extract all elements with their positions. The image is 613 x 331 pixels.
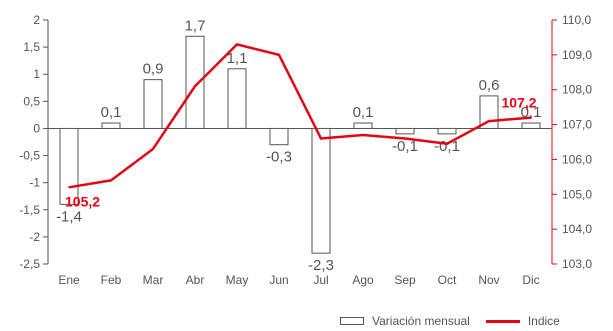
left-tick-label: 0,5 xyxy=(23,94,40,108)
line-point xyxy=(278,54,280,56)
line-end-label: 107,2 xyxy=(501,95,536,111)
x-tick-label: Dic xyxy=(522,273,539,287)
line-point xyxy=(194,85,196,88)
bar-data-label: 0,6 xyxy=(479,77,500,94)
bar-data-label: -1,4 xyxy=(56,208,82,225)
right-tick-label: 105,0 xyxy=(562,187,592,201)
x-tick-label: Mar xyxy=(143,273,164,287)
bar xyxy=(269,127,289,146)
left-tick-label: -2,5 xyxy=(19,257,40,271)
line-point xyxy=(446,142,448,145)
right-tick-label: 104,0 xyxy=(562,222,592,236)
line-point xyxy=(152,148,154,150)
legend-line-swatch xyxy=(485,319,520,323)
bar xyxy=(395,127,415,135)
bar xyxy=(227,68,247,129)
x-tick-label: Abr xyxy=(186,273,205,287)
bar xyxy=(143,79,163,129)
x-tick-label: Ago xyxy=(352,273,374,287)
legend-bar-label: Variación mensual xyxy=(372,314,470,328)
line-point xyxy=(404,137,406,140)
bar xyxy=(521,122,541,129)
legend: Variación mensual Indice xyxy=(340,313,613,329)
x-tick-label: Jul xyxy=(313,273,328,287)
x-tick-label: Oct xyxy=(438,273,457,287)
line-point xyxy=(530,116,532,119)
right-tick-label: 109,0 xyxy=(562,48,592,62)
right-tick-label: 103,0 xyxy=(562,257,592,271)
line-point xyxy=(236,43,238,46)
left-tick-label: -1 xyxy=(29,176,40,190)
left-tick-label: 1,5 xyxy=(23,40,40,54)
line-point xyxy=(110,179,112,182)
x-tick-label: Feb xyxy=(101,273,122,287)
line-point xyxy=(488,120,490,122)
right-tick-label: 110,0 xyxy=(562,13,591,27)
line-point xyxy=(320,137,322,140)
x-tick-label: May xyxy=(226,273,249,287)
left-tick-label: -0,5 xyxy=(19,149,40,163)
bar xyxy=(185,35,205,129)
bar xyxy=(437,127,457,135)
left-tick-label: 2 xyxy=(33,13,40,27)
bar-data-label: -2,3 xyxy=(308,257,334,274)
left-tick-label: 0 xyxy=(33,121,40,135)
x-tick-label: Jun xyxy=(269,273,288,287)
line-point xyxy=(68,186,70,189)
right-tick-label: 107,0 xyxy=(562,118,592,132)
bar-data-label: 0,1 xyxy=(521,104,542,121)
bar xyxy=(101,122,121,129)
line-start-label: 105,2 xyxy=(65,193,100,209)
x-tick-label: Nov xyxy=(478,273,499,287)
bar-data-label: 1,1 xyxy=(227,50,248,67)
bar-data-label: 0,1 xyxy=(101,104,122,121)
bar xyxy=(353,122,373,129)
bar-data-label: 1,7 xyxy=(185,17,206,34)
bar-data-label: -0,3 xyxy=(266,149,292,166)
bar xyxy=(311,127,331,254)
line-point xyxy=(362,134,364,136)
bar-data-label: -0,1 xyxy=(392,138,418,155)
legend-line-label: Indice xyxy=(527,314,560,328)
bar-data-label: 0,1 xyxy=(353,104,374,121)
bar-data-label: -0,1 xyxy=(434,138,460,155)
legend-bar-swatch xyxy=(340,317,364,325)
left-tick-label: -1,5 xyxy=(19,203,40,217)
x-tick-label: Sep xyxy=(394,273,416,287)
left-tick-label: 1 xyxy=(33,67,40,81)
bar-data-label: 0,9 xyxy=(143,61,164,78)
x-tick-label: Ene xyxy=(58,273,80,287)
right-tick-label: 108,0 xyxy=(562,83,592,97)
right-tick-label: 106,0 xyxy=(562,152,592,166)
index-line xyxy=(68,43,532,189)
left-tick-label: -2 xyxy=(29,230,40,244)
